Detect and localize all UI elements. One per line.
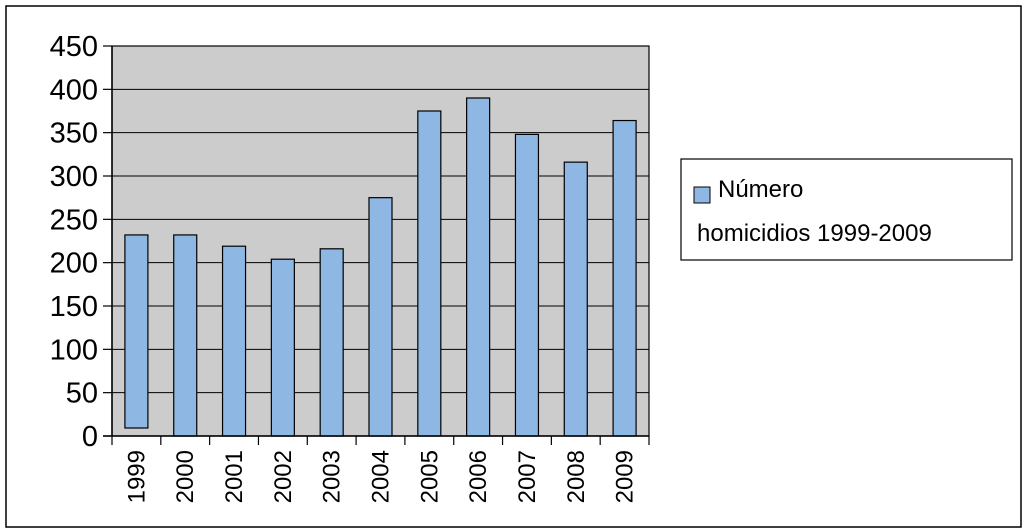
legend: Número homicidios 1999-2009 bbox=[680, 158, 1013, 261]
x-tick-label-2002: 2002 bbox=[270, 450, 297, 503]
y-tick-label-0: 0 bbox=[82, 421, 98, 453]
y-tick-label-350: 350 bbox=[50, 118, 98, 150]
y-tick-label-300: 300 bbox=[50, 161, 98, 193]
x-tick-label-2003: 2003 bbox=[319, 450, 346, 503]
legend-box bbox=[680, 158, 1013, 261]
bar-2002 bbox=[270, 258, 295, 437]
x-tick-label-2005: 2005 bbox=[416, 450, 443, 503]
legend-label-line-1: Número bbox=[718, 176, 803, 203]
axes bbox=[103, 45, 650, 445]
bar-2005 bbox=[417, 110, 442, 437]
bar-2008 bbox=[563, 161, 588, 437]
bar-2007 bbox=[514, 133, 540, 437]
y-tick-labels: 0 50 100 150 200 250 300 350 400 450 bbox=[50, 31, 98, 453]
x-tick-label-2000: 2000 bbox=[172, 450, 199, 503]
bar-2000 bbox=[173, 234, 198, 437]
x-tick-label-2008: 2008 bbox=[563, 450, 590, 503]
x-tick-label-1999: 1999 bbox=[123, 450, 150, 503]
x-tick-label-2001: 2001 bbox=[221, 450, 248, 503]
bars bbox=[124, 97, 637, 437]
bar-2001 bbox=[221, 245, 247, 437]
y-tick-label-100: 100 bbox=[50, 334, 98, 366]
y-tick-label-150: 150 bbox=[50, 291, 98, 323]
y-tick-label-450: 450 bbox=[50, 31, 98, 63]
bar-1999 bbox=[124, 234, 149, 429]
x-tick-label-2004: 2004 bbox=[368, 450, 395, 503]
x-tick-label-2009: 2009 bbox=[612, 450, 639, 503]
x-tick-labels: 1999 2000 2001 2002 2003 2004 2005 2006 2007 2008… bbox=[123, 450, 638, 503]
bar-2003 bbox=[319, 248, 344, 437]
x-tick-label-2007: 2007 bbox=[514, 450, 541, 503]
y-tick-label-400: 400 bbox=[50, 74, 98, 106]
y-tick-label-200: 200 bbox=[50, 248, 98, 280]
bar-2006 bbox=[466, 97, 491, 437]
bar-2009 bbox=[612, 119, 637, 437]
bar-2004 bbox=[368, 197, 393, 437]
legend-swatch bbox=[693, 186, 711, 204]
y-tick-label-250: 250 bbox=[50, 204, 98, 236]
legend-label-line-2: homicidios 1999-2009 bbox=[697, 220, 932, 247]
x-tick-label-2006: 2006 bbox=[465, 450, 492, 503]
y-tick-label-50: 50 bbox=[66, 378, 98, 410]
